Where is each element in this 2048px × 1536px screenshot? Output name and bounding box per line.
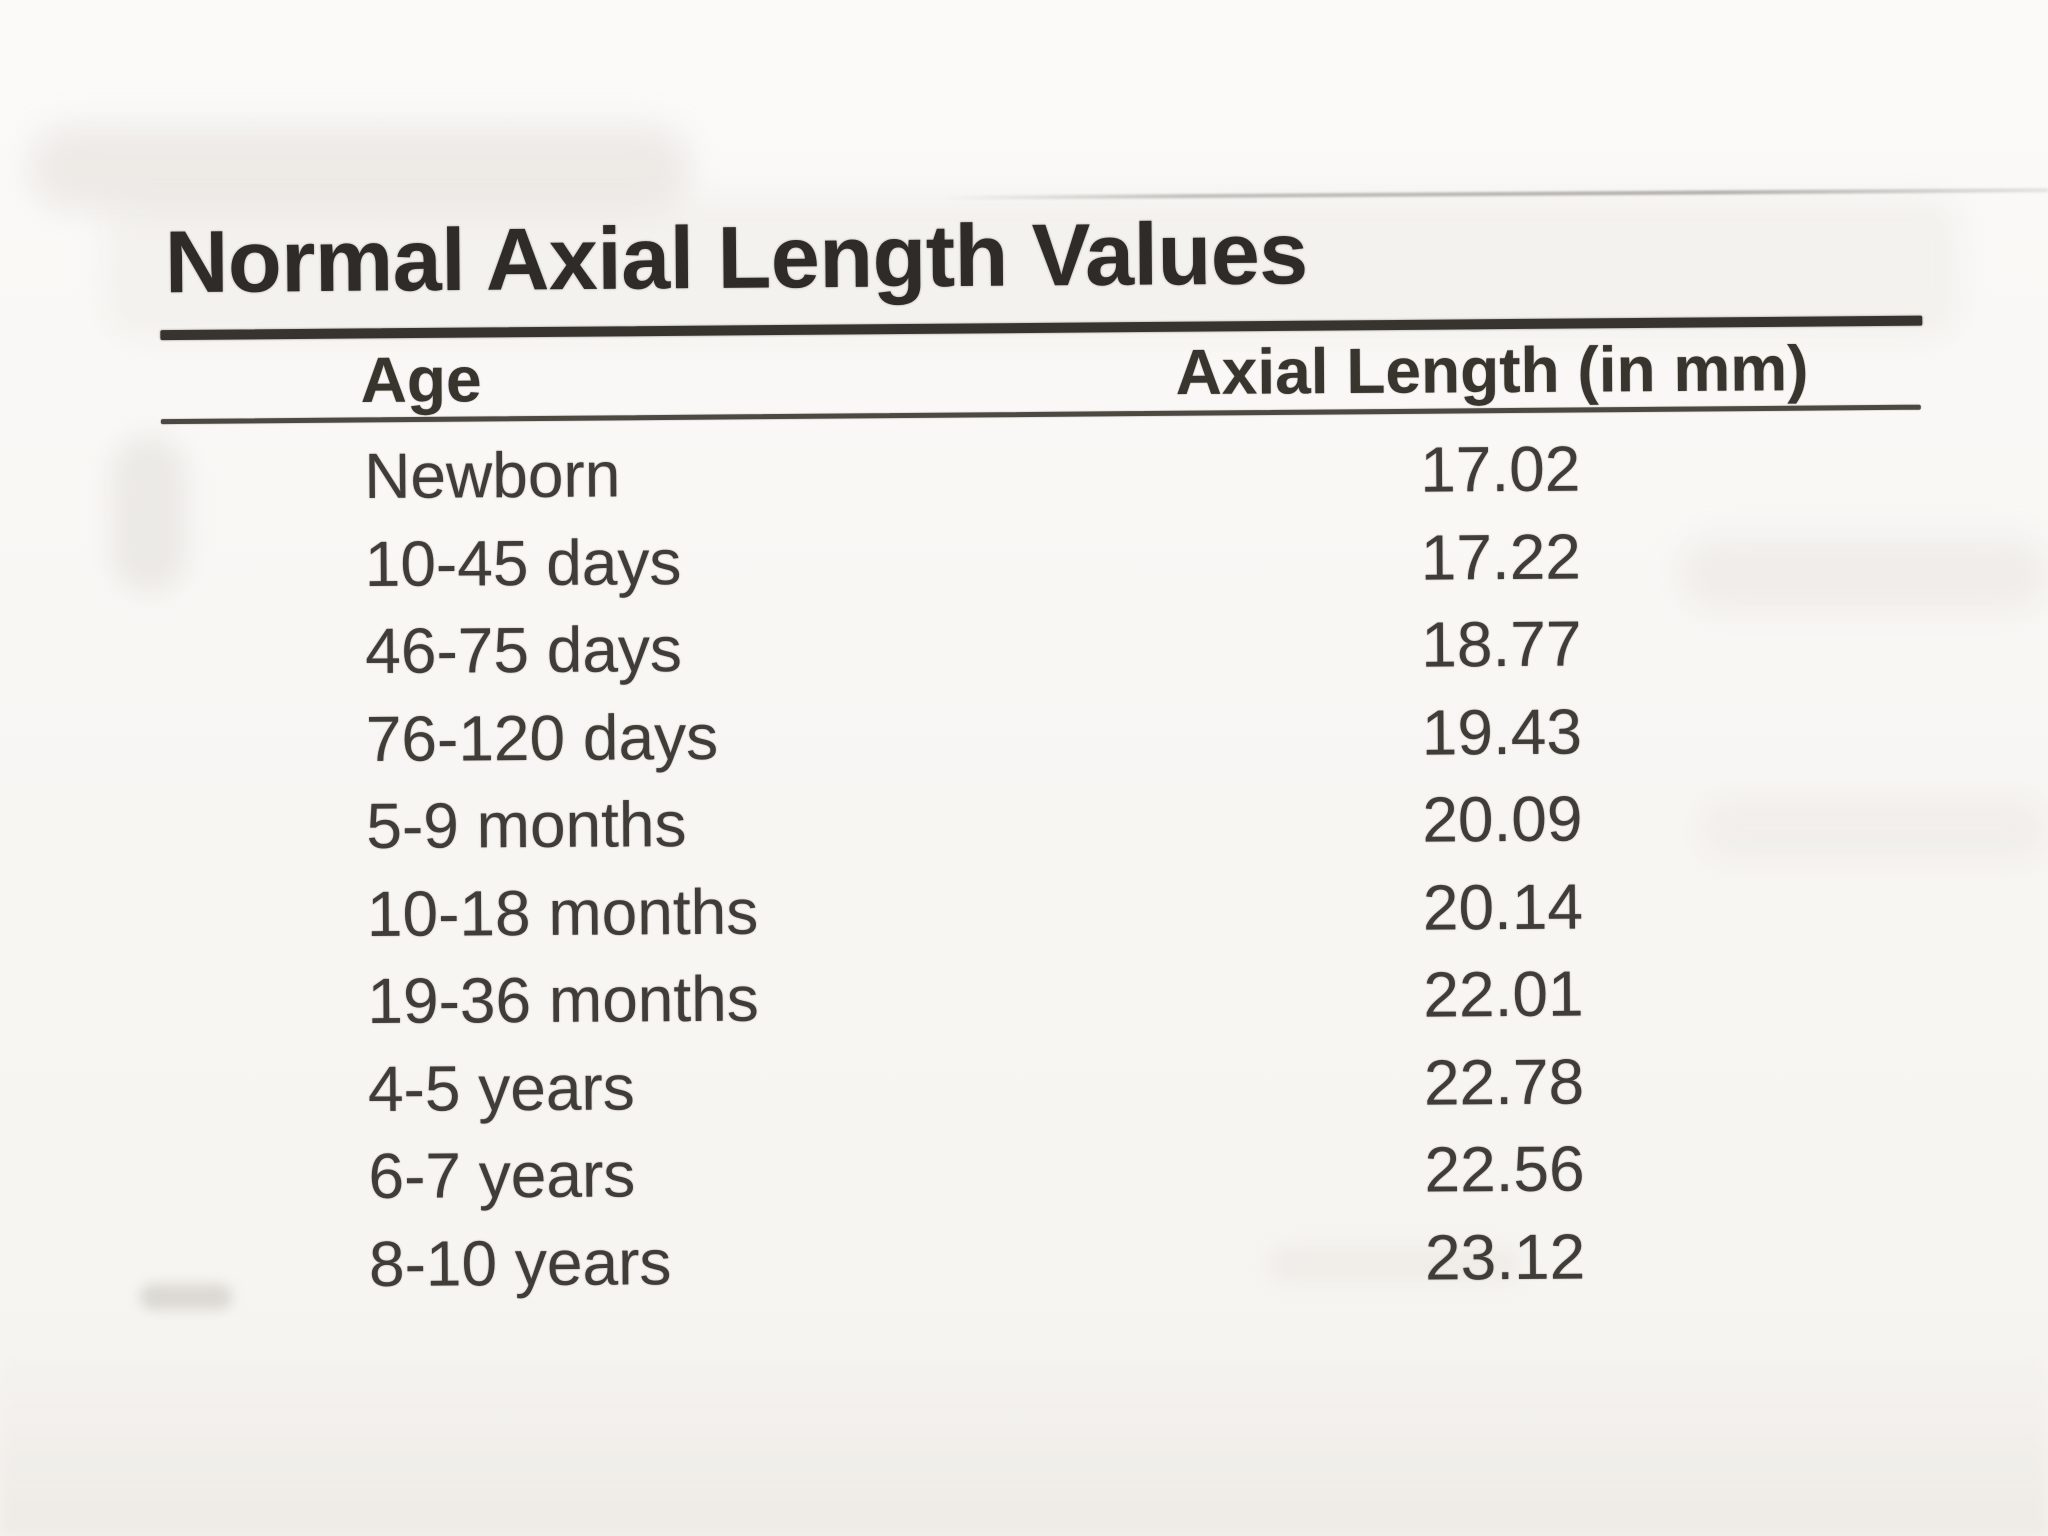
- axial-length-cell: 17.22: [1420, 520, 1582, 594]
- axial-length-cell: 23.12: [1424, 1220, 1586, 1294]
- table-row: 6-7 years 22.56: [2, 1132, 2048, 1235]
- age-cell: Newborn: [363, 438, 621, 513]
- axial-length-cell: 17.02: [1419, 432, 1581, 506]
- age-cell: 8-10 years: [368, 1226, 672, 1301]
- table-row: 8-10 years 23.12: [3, 1220, 2048, 1323]
- axial-length-cell: 18.77: [1421, 607, 1582, 681]
- axial-length-cell: 20.09: [1422, 782, 1583, 856]
- table-row: 10-18 months 20.14: [1, 870, 2048, 973]
- table-row: 5-9 months 20.09: [0, 782, 2048, 885]
- age-cell: 6-7 years: [368, 1138, 636, 1213]
- table-row: 76-120 days 19.43: [0, 695, 2048, 798]
- axial-length-cell: 20.14: [1422, 870, 1584, 944]
- axial-length-cell: 22.01: [1423, 957, 1584, 1031]
- axial-length-cell: 22.56: [1424, 1132, 1585, 1206]
- table-row: 10-45 days 17.22: [0, 520, 2047, 623]
- axial-length-cell: 22.78: [1423, 1045, 1585, 1119]
- age-cell: 76-120 days: [365, 700, 719, 776]
- table-row: 46-75 days 18.77: [0, 607, 2048, 710]
- table-row: 19-36 months 22.01: [1, 957, 2048, 1060]
- age-cell: 5-9 months: [366, 788, 687, 863]
- age-cell: 19-36 months: [367, 962, 759, 1038]
- table-row: Newborn 17.02: [0, 432, 2047, 535]
- age-cell: 4-5 years: [367, 1051, 635, 1126]
- age-cell: 46-75 days: [365, 613, 683, 688]
- age-cell: 10-18 months: [366, 875, 759, 951]
- axial-length-cell: 19.43: [1421, 695, 1583, 769]
- age-cell: 10-45 days: [364, 526, 682, 601]
- table-row: 4-5 years 22.78: [2, 1045, 2048, 1148]
